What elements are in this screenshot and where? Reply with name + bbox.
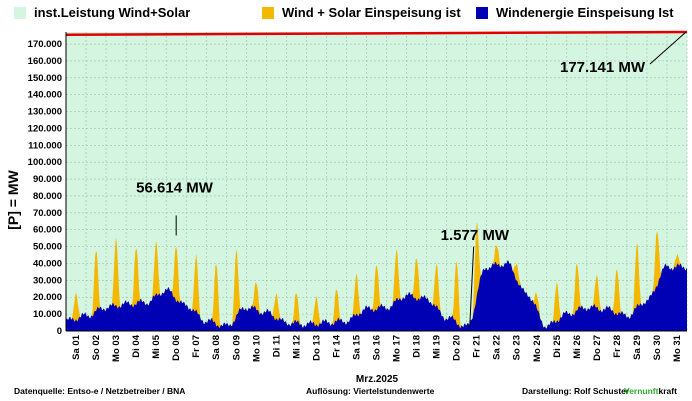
x-tick-label: Mo 31 — [672, 334, 683, 362]
y-tick-label: 140.000 — [28, 90, 62, 101]
y-axis-label: [P] = MW — [5, 169, 21, 229]
annotation-min: 1.577 MW — [441, 227, 510, 244]
chart: 0 10.000 20.000 30.000 40.000 50.000 60.000 70.… — [5, 30, 688, 385]
legend-item-wind: Windenergie Einspeisung Ist — [476, 5, 674, 20]
x-tick-label: Di 04 — [131, 334, 142, 357]
annotations: 56.614 MW 1.577 MW 177.141 MW — [136, 31, 687, 329]
x-tick-label: Mo 24 — [532, 334, 543, 362]
y-tick-label: 150.000 — [28, 73, 62, 84]
x-tick-label: Mo 17 — [392, 335, 403, 362]
y-tick-label: 20.000 — [33, 292, 62, 303]
y-tick-label: 30.000 — [33, 275, 62, 286]
x-tick-label: Di 18 — [412, 335, 423, 358]
y-tick-label: 80.000 — [33, 191, 62, 202]
annotation-leader-min — [469, 246, 475, 329]
footer-brand-b: kraft — [658, 386, 677, 396]
x-tick-label: Di 11 — [271, 334, 282, 357]
x-tick-label: Mi 26 — [572, 335, 583, 359]
annotation-max-solar: 56.614 MW — [136, 179, 214, 196]
x-tick-label: Do 20 — [452, 335, 463, 361]
x-axis-label: Mrz.2025 — [356, 374, 399, 385]
y-tick-label: 130.000 — [28, 107, 62, 118]
x-tick-label: Fr 07 — [191, 335, 202, 358]
y-tick-label: 50.000 — [33, 242, 62, 253]
x-tick-label: Do 06 — [171, 335, 182, 361]
x-tick-label: Sa 15 — [351, 334, 362, 360]
x-tick-label: Fr 21 — [472, 334, 483, 357]
x-tick-label: Mi 05 — [151, 334, 162, 358]
y-tick-label: 160.000 — [28, 56, 62, 67]
x-tick-label: Di 25 — [552, 334, 563, 357]
y-tick-label: 60.000 — [33, 225, 62, 236]
footer-resolution: Auflösung: Viertelstundenwerte — [306, 386, 435, 396]
footer-brand-a: Vernunft — [624, 386, 659, 396]
legend-swatch-capacity — [14, 6, 26, 19]
x-tick-label: Do 27 — [592, 335, 603, 361]
x-tick-labels: Sa 01 So 02 Mo 03 Di 04 Mi 05 Do 06 Fr 07 Sa 08… — [71, 334, 683, 362]
axes — [65, 32, 687, 332]
x-tick-label: So 02 — [91, 335, 102, 360]
y-tick-label: 120.000 — [28, 123, 62, 134]
legend-swatch-wind-solar — [262, 6, 274, 19]
y-tick-label: 0 — [57, 326, 62, 337]
x-tick-label: So 09 — [231, 335, 242, 360]
capacity-line — [65, 30, 688, 37]
area-series — [65, 30, 688, 331]
legend-label-wind: Windenergie Einspeisung Ist — [496, 5, 674, 20]
x-tick-label: Mo 03 — [111, 335, 122, 362]
y-tick-label: 100.000 — [28, 157, 62, 168]
y-tick-label: 170.000 — [28, 39, 62, 50]
x-tick-label: So 16 — [372, 335, 383, 360]
x-tick-label: Fr 14 — [331, 334, 342, 357]
legend-item-wind-solar: Wind + Solar Einspeisung ist — [262, 5, 461, 20]
y-tick-label: 40.000 — [33, 258, 62, 269]
x-tick-label: Mi 19 — [432, 335, 443, 359]
legend-label-wind-solar: Wind + Solar Einspeisung ist — [282, 5, 461, 20]
area-wind — [66, 260, 687, 331]
x-tick-label: Sa 01 — [71, 334, 82, 360]
x-tick-label: Sa 22 — [492, 335, 503, 360]
footer-author: Darstellung: Rolf Schuster — [522, 386, 630, 396]
x-tick-label: Mo 10 — [251, 335, 262, 362]
x-tick-label: Fr 28 — [612, 335, 623, 358]
y-tick-label: 90.000 — [33, 174, 62, 185]
legend-item-capacity: inst.Leistung Wind+Solar — [14, 5, 190, 20]
footer-source: Datenquelle: Entso-e / Netzbetreiber / B… — [14, 386, 186, 396]
x-tick-label: Do 13 — [311, 335, 322, 361]
legend-label-capacity: inst.Leistung Wind+Solar — [34, 5, 191, 20]
legend: inst.Leistung Wind+Solar Wind + Solar Ei… — [0, 0, 692, 26]
x-tick-label: Mi 12 — [291, 335, 302, 359]
y-tick-label: 10.000 — [33, 309, 62, 320]
y-tick-label: 110.000 — [28, 140, 62, 151]
footer: Datenquelle: Entso-e / Netzbetreiber / B… — [0, 386, 692, 400]
x-tick-label: So 30 — [652, 335, 663, 360]
y-tick-label: 70.000 — [33, 208, 62, 219]
x-tick-label: So 23 — [512, 335, 523, 360]
legend-swatch-wind — [476, 6, 488, 19]
annotation-leader-capacity — [649, 31, 687, 65]
x-tick-label: Sa 08 — [211, 335, 222, 360]
x-tick-label: Sa 29 — [632, 335, 643, 360]
footer-brand: Vernunftkraft — [624, 386, 677, 396]
annotation-capacity: 177.141 MW — [560, 59, 646, 76]
y-tick-labels: 0 10.000 20.000 30.000 40.000 50.000 60.000 70.… — [28, 39, 62, 337]
